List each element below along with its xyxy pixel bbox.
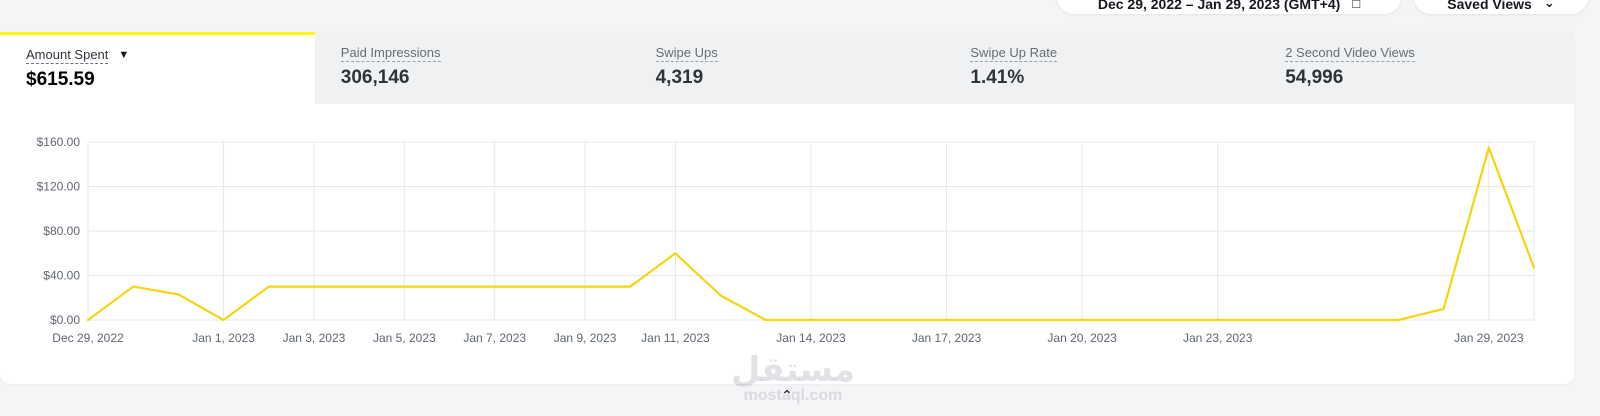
metric-label: Amount Spent	[26, 47, 109, 64]
x-tick-label: Jan 5, 2023	[373, 331, 436, 345]
y-tick-label: $0.00	[50, 313, 80, 327]
metric-value: 4,319	[655, 67, 704, 88]
chart-grid	[87, 141, 1535, 321]
metric-value: $615.59	[26, 69, 95, 90]
metrics-chart-card: Amount Spent ▼ $615.59 Paid Impressions 3…	[0, 32, 1574, 384]
y-axis-ticks: $0.00 $40.00 $80.00 $120.00 $160.00	[37, 135, 81, 327]
x-tick-label: Jan 7, 2023	[463, 331, 526, 345]
date-range-label: Dec 29, 2022 – Jan 29, 2023 (GMT+4)	[1097, 0, 1341, 12]
y-tick-label: $80.00	[43, 224, 80, 238]
metric-value: 54,996	[1285, 67, 1344, 88]
metric-value: 1.41%	[970, 67, 1025, 88]
y-tick-label: $40.00	[43, 269, 80, 283]
metric-tab-swipe-up-rate[interactable]: Swipe Up Rate 1.41%	[944, 32, 1260, 104]
x-tick-label: Jan 17, 2023	[912, 331, 982, 345]
x-axis-ticks: Dec 29, 2022 Jan 1, 2023 Jan 3, 2023 Jan 5,…	[52, 331, 1524, 345]
caret-down-icon[interactable]: ▼	[118, 49, 130, 61]
y-tick-label: $120.00	[37, 180, 81, 194]
x-tick-label: Dec 29, 2022	[52, 331, 124, 345]
x-tick-label: Jan 23, 2023	[1183, 331, 1253, 345]
metric-label: Paid Impressions	[340, 45, 441, 62]
calendar-icon: □	[1352, 0, 1361, 11]
y-tick-label: $160.00	[37, 135, 81, 149]
x-tick-label: Jan 14, 2023	[776, 331, 846, 345]
x-tick-label: Jan 29, 2023	[1454, 331, 1524, 345]
metric-tab-2-second-video-views[interactable]: 2 Second Video Views 54,996	[1259, 32, 1574, 104]
x-tick-label: Jan 1, 2023	[192, 331, 255, 345]
metric-tabs: Amount Spent ▼ $615.59 Paid Impressions 3…	[0, 32, 1574, 104]
metric-label: Swipe Up Rate	[970, 45, 1058, 62]
metric-value: 306,146	[340, 67, 410, 88]
chevron-up-icon[interactable]: ⌃	[781, 387, 793, 403]
metric-tab-paid-impressions[interactable]: Paid Impressions 306,146	[314, 32, 630, 104]
date-range-picker[interactable]: Dec 29, 2022 – Jan 29, 2023 (GMT+4) □	[1057, 0, 1401, 14]
saved-views-button[interactable]: Saved Views ⌄	[1414, 0, 1588, 14]
x-tick-label: Jan 9, 2023	[554, 331, 617, 345]
saved-views-label: Saved Views	[1447, 0, 1532, 12]
chevron-down-icon: ⌄	[1543, 0, 1555, 10]
amount-spent-line-chart: $0.00 $40.00 $80.00 $120.00 $160.00 Dec 29, …	[37, 135, 1536, 345]
metric-label: 2 Second Video Views	[1285, 45, 1415, 62]
x-tick-label: Jan 11, 2023	[641, 331, 710, 345]
metric-label: Swipe Ups	[655, 45, 718, 62]
metric-tab-amount-spent[interactable]: Amount Spent ▼ $615.59	[0, 32, 315, 104]
x-tick-label: Jan 20, 2023	[1047, 331, 1117, 345]
metric-tab-swipe-ups[interactable]: Swipe Ups 4,319	[629, 32, 945, 104]
x-tick-label: Jan 3, 2023	[283, 331, 346, 345]
series-line-layer	[86, 146, 1536, 322]
